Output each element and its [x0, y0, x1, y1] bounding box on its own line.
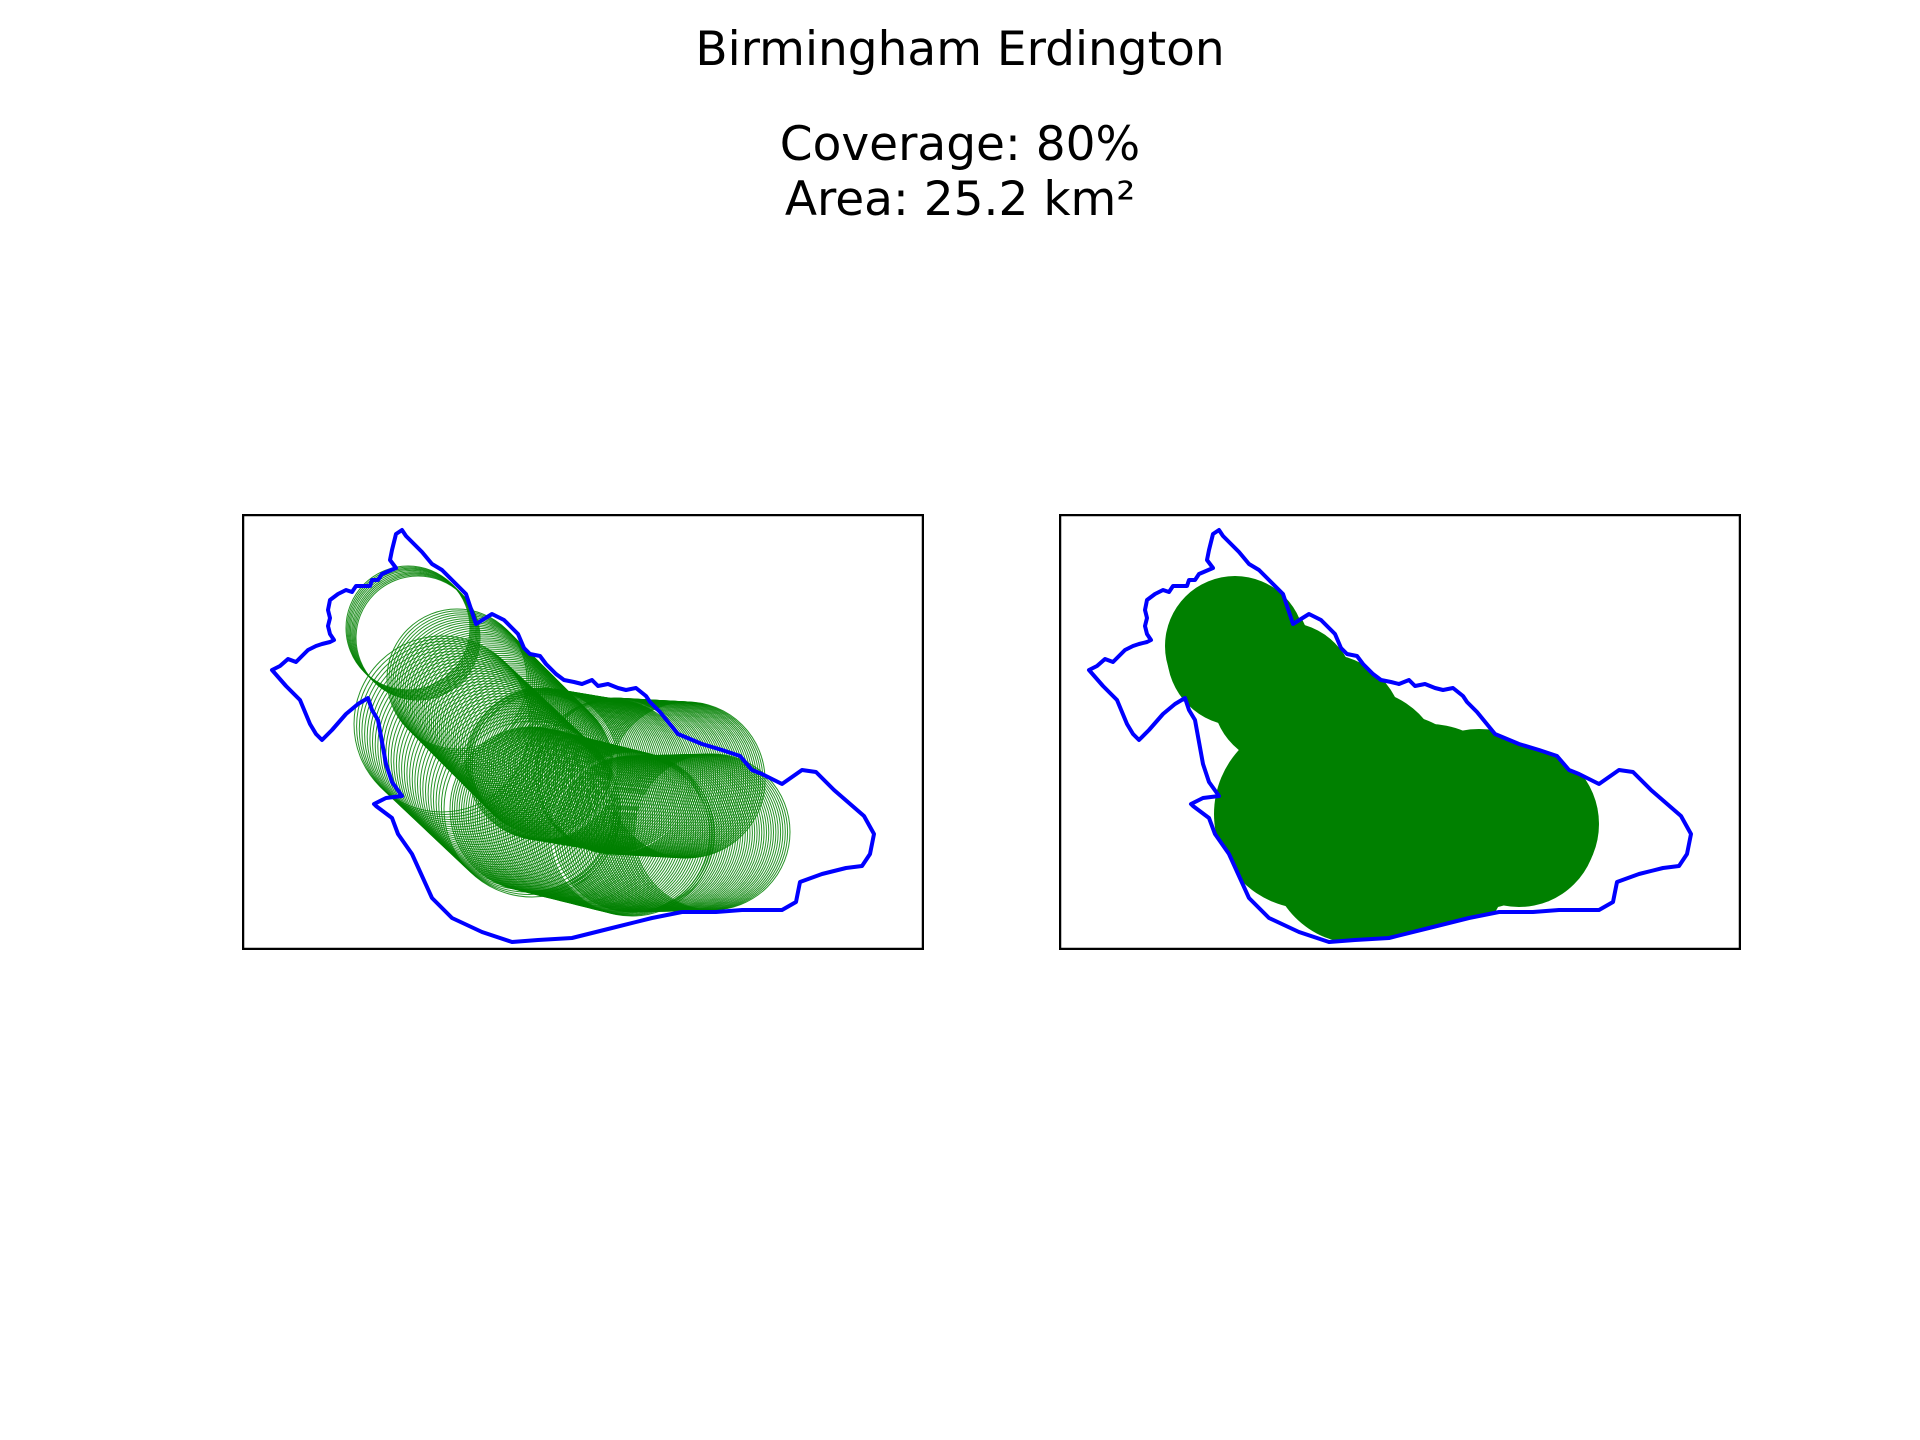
coverage-circle	[549, 751, 715, 917]
area-label: Area: 25.2 km²	[784, 172, 1136, 227]
coverage-circle	[540, 749, 706, 915]
coverage-circle	[409, 631, 551, 773]
coverage-circle	[432, 654, 574, 796]
map-panel-outlines	[242, 514, 924, 950]
constituency-boundary	[270, 528, 876, 944]
coverage-circle	[522, 744, 688, 910]
coverage-circle	[348, 568, 474, 694]
coverage-circle	[526, 745, 692, 911]
coverage-circle	[443, 720, 621, 898]
figure-title: Birmingham Erdington	[695, 22, 1225, 77]
coverage-label: Coverage: 80%	[779, 117, 1141, 172]
coverage-circles	[345, 565, 791, 917]
map-outlines-canvas	[242, 514, 924, 950]
coverage-circle	[411, 633, 553, 775]
coverage-circle	[520, 744, 685, 910]
coverage-circle	[535, 748, 701, 914]
axes-frame	[1059, 514, 1741, 950]
constituency-boundary	[1087, 528, 1693, 944]
coverage-circle	[529, 746, 694, 912]
axes-frame	[242, 514, 924, 950]
coverage-circle	[351, 571, 477, 697]
coverage-circle	[395, 675, 573, 853]
coverage-circle	[513, 742, 679, 908]
map-panel-filled	[1059, 514, 1741, 950]
coverage-circle	[401, 680, 579, 858]
coverage-circle	[393, 673, 571, 850]
coverage-circle	[542, 749, 708, 915]
coverage-circle	[517, 743, 683, 909]
coverage-tail	[1441, 751, 1597, 907]
coverage-circle	[372, 653, 549, 830]
coverage-circle	[547, 750, 713, 916]
map-filled-canvas	[1059, 514, 1741, 950]
coverage-circle	[533, 747, 699, 913]
